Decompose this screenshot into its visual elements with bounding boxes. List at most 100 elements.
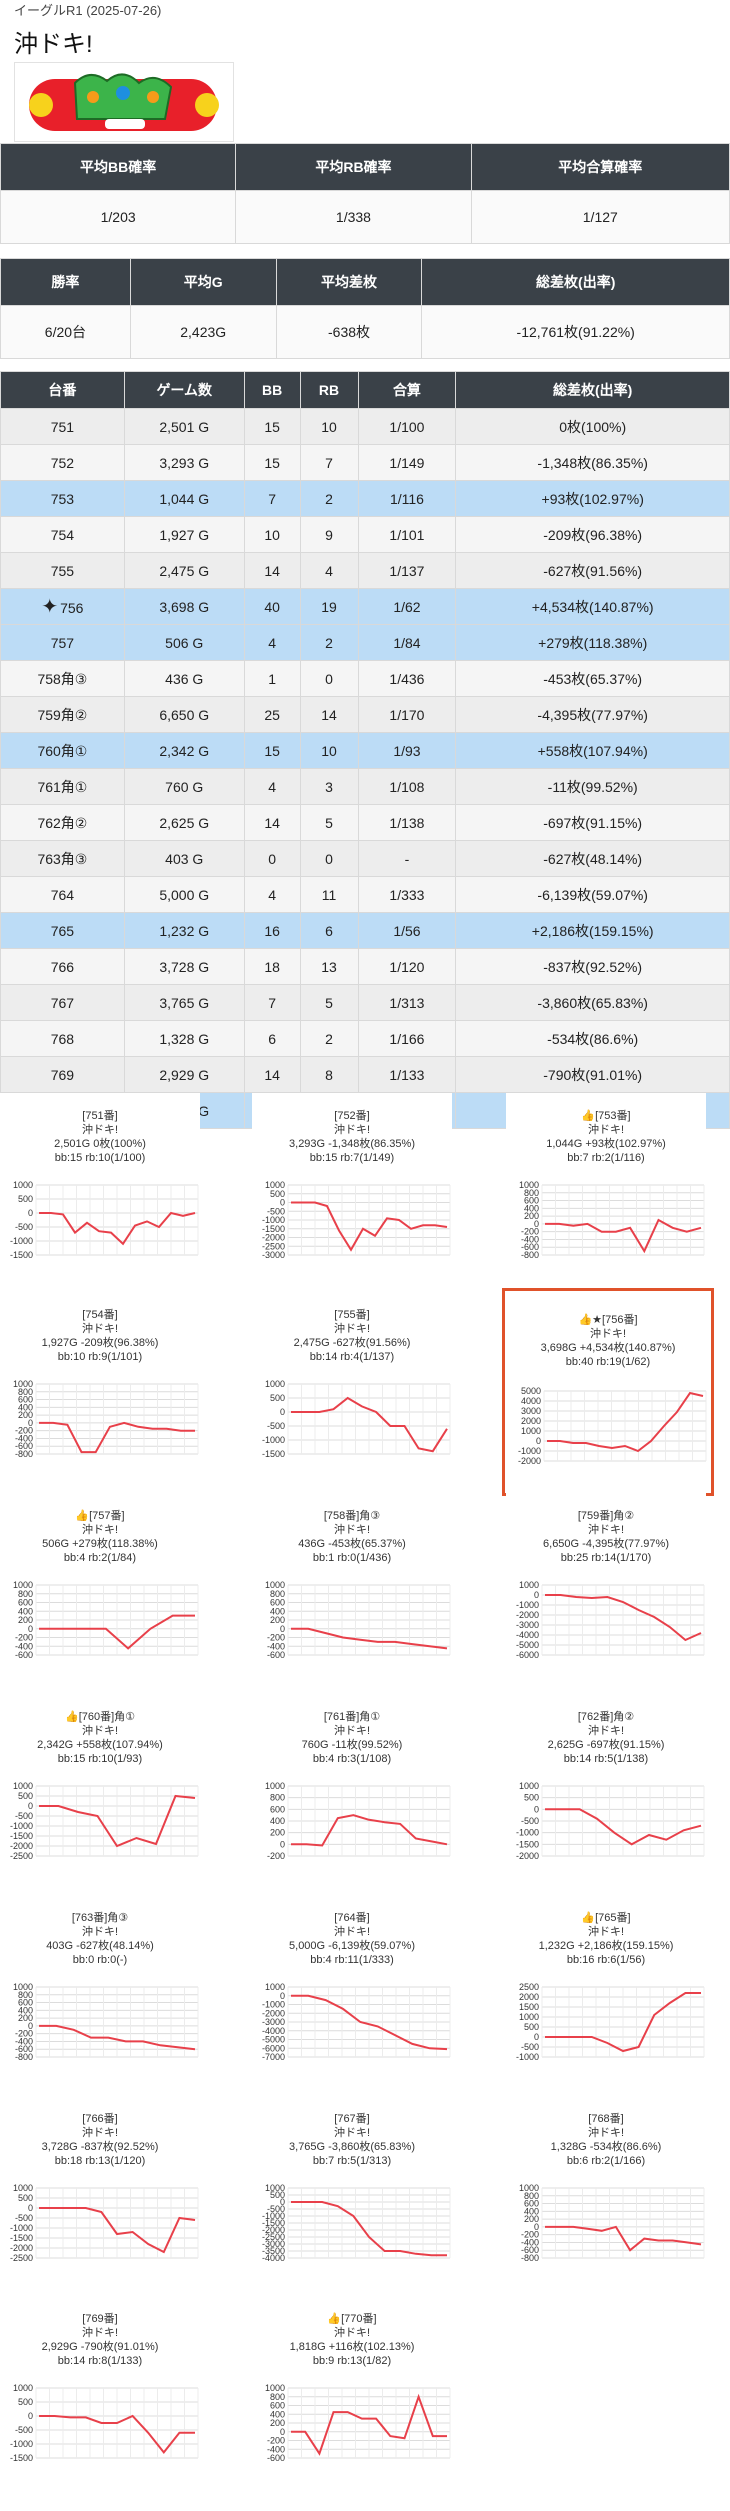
table-row[interactable]: 758角③ 436 G 1 0 1/436 -453枚(65.37%) [0, 660, 730, 697]
table-row[interactable]: 751 2,501 G 15 10 1/100 0枚(100%) [0, 408, 730, 445]
card-caption: [763番]角③ 沖ドキ! 403G -627枚(48.14%) bb:0 rb:0(… [0, 1911, 200, 1967]
table-row[interactable]: 755 2,475 G 14 4 1/137 -627枚(91.56%) [0, 552, 730, 589]
table-row[interactable]: 769 2,929 G 14 8 1/133 -790枚(91.01%) [0, 1056, 730, 1093]
total-diff: +2,186枚(159.15%) [455, 912, 730, 949]
machine-number[interactable]: 761角① [0, 768, 125, 805]
game-count: 1,232 G [123, 912, 245, 949]
table-row[interactable]: 752 3,293 G 15 7 1/149 -1,348枚(86.35%) [0, 444, 730, 481]
card-title-text: [755番] [334, 1309, 370, 1321]
table-row[interactable]: 764 5,000 G 4 11 1/333 -6,139枚(59.07%) [0, 876, 730, 913]
card-caption: 👍[757番] 沖ドキ! 506G +279枚(118.38%) bb:4 rb:2(… [0, 1509, 200, 1565]
machine-number[interactable]: 752 [0, 444, 125, 481]
avg-diff-value: -638枚 [275, 305, 423, 359]
machine-number[interactable]: 762角② [0, 804, 125, 841]
machine-card[interactable]: 👍[760番]角① 沖ドキ! 2,342G +558枚(107.94%) bb:15 … [0, 1694, 200, 1890]
card-title-text: [765番] [595, 1912, 631, 1924]
table-row[interactable]: 757 506 G 4 2 1/84 +279枚(118.38%) [0, 624, 730, 661]
table-row[interactable]: 753 1,044 G 7 2 1/116 +93枚(102.97%) [0, 480, 730, 517]
machine-card[interactable]: [758番]角③ 沖ドキ! 436G -453枚(65.37%) bb:1 rb:0(… [252, 1493, 452, 1689]
machine-card[interactable]: [752番] 沖ドキ! 3,293G -1,348枚(86.35%) bb:15 rb… [252, 1093, 452, 1289]
rb-count: 10 [299, 408, 359, 445]
y-tick-label: 0 [534, 1219, 539, 1229]
machine-number[interactable]: 765 [0, 912, 125, 949]
machine-card[interactable]: [762番]角② 沖ドキ! 2,625G -697枚(91.15%) bb:14 rb… [506, 1694, 706, 1890]
game-count: 1,044 G [123, 480, 245, 517]
y-tick-label: 0 [28, 1624, 33, 1634]
col-header: 総差枚(出率) [421, 258, 730, 306]
card-l2: bb:0 rb:0(-) [72, 1954, 128, 1966]
combined-rate: 1/84 [357, 624, 457, 661]
table-row[interactable]: ✦ 756 3,698 G 40 19 1/62 +4,534枚(140.87%) [0, 588, 730, 625]
card-l1: 403G -627枚(48.14%) [46, 1940, 154, 1952]
table-row[interactable]: 767 3,765 G 7 5 1/313 -3,860枚(65.83%) [0, 984, 730, 1021]
y-tick-label: 800 [524, 2191, 539, 2201]
machine-logo [14, 62, 234, 142]
avg-rb-value: 1/338 [235, 190, 472, 244]
series-line [39, 1614, 195, 1650]
series-line [39, 2024, 196, 2051]
y-tick-label: -6000 [516, 1650, 539, 1659]
bb-count: 14 [243, 1056, 301, 1093]
y-tick-label: 800 [18, 1589, 33, 1599]
card-l1: 2,501G 0枚(100%) [54, 1138, 146, 1150]
table-row[interactable]: 763角③ 403 G 0 0- -627枚(48.14%) [0, 840, 730, 877]
table-row[interactable]: 766 3,728 G 18 13 1/120 -837枚(92.52%) [0, 948, 730, 985]
machine-number[interactable]: 751 [0, 408, 125, 445]
machine-number[interactable]: 764 [0, 876, 125, 913]
machine-card[interactable]: [759番]角② 沖ドキ! 6,650G -4,395枚(77.97%) bb:25 … [506, 1493, 706, 1689]
machine-number[interactable]: 758角③ [0, 660, 125, 697]
card-title-text: [751番] [82, 1110, 118, 1122]
col-header-rb: RB [299, 371, 359, 409]
machine-card[interactable]: 👍[753番] 沖ドキ! 1,044G +93枚(102.97%) bb:7 rb:2… [506, 1093, 706, 1289]
y-tick-label: 1000 [519, 1782, 539, 1791]
table-row[interactable]: 754 1,927 G 10 9 1/101 -209枚(96.38%) [0, 516, 730, 553]
card-title: [755番] [252, 1308, 452, 1322]
machine-number[interactable]: 757 [0, 624, 125, 661]
machine-card[interactable]: [768番] 沖ドキ! 1,328G -534枚(86.6%) bb:6 rb:2(1… [506, 2096, 706, 2292]
machine-card[interactable]: [764番] 沖ドキ! 5,000G -6,139枚(59.07%) bb:4 rb:… [252, 1895, 452, 2091]
bb-count: 6 [243, 1020, 301, 1057]
machine-number[interactable]: 753 [0, 480, 125, 517]
machine-card[interactable]: [754番] 沖ドキ! 1,927G -209枚(96.38%) bb:10 rb:9… [0, 1292, 200, 1488]
machine-card[interactable]: 👍★[756番] 沖ドキ! 3,698G +4,534枚(140.87%) bb:40… [502, 1288, 714, 1496]
machine-number[interactable]: 766 [0, 948, 125, 985]
machine-card[interactable]: 👍[770番] 沖ドキ! 1,818G +116枚(102.13%) bb:9 rb:… [252, 2296, 452, 2492]
table-row[interactable]: 765 1,232 G 16 6 1/56 +2,186枚(159.15%) [0, 912, 730, 949]
table-row[interactable]: 760角① 2,342 G 15 10 1/93 +558枚(107.94%) [0, 732, 730, 769]
y-tick-label: -600 [521, 1242, 539, 1252]
table-row[interactable]: 761角① 760 G 4 3 1/108 -11枚(99.52%) [0, 768, 730, 805]
y-tick-label: 1000 [265, 2184, 285, 2193]
series-line [39, 1421, 195, 1454]
machine-card[interactable]: [751番] 沖ドキ! 2,501G 0枚(100%) bb:15 rb:10(1/1… [0, 1093, 200, 1289]
machine-card[interactable]: [761番]角① 沖ドキ! 760G -11枚(99.52%) bb:4 rb:3(1… [252, 1694, 452, 1890]
diff-chart: 1000 500 0 -500 -1000 -1500 [10, 2384, 199, 2462]
machine-card[interactable]: [755番] 沖ドキ! 2,475G -627枚(91.56%) bb:14 rb:4… [252, 1292, 452, 1488]
card-l1: 2,475G -627枚(91.56%) [293, 1337, 411, 1349]
machine-number[interactable]: 767 [0, 984, 125, 1021]
table-row[interactable]: 762角② 2,625 G 14 5 1/138 -697枚(91.15%) [0, 804, 730, 841]
machine-card[interactable]: 👍[765番] 沖ドキ! 1,232G +2,186枚(159.15%) bb:16 … [506, 1895, 706, 2091]
breadcrumb[interactable]: イーグルR1 (2025-07-26) [14, 3, 162, 18]
rb-count: 0 [299, 660, 359, 697]
y-tick-label: 1000 [265, 1181, 285, 1190]
machine-number[interactable]: 763角③ [0, 840, 125, 877]
card-title: [754番] [0, 1308, 200, 1322]
y-tick-label: 600 [524, 1196, 539, 1206]
machine-number[interactable]: ✦ 756 [0, 588, 125, 625]
machine-card[interactable]: [767番] 沖ドキ! 3,765G -3,860枚(65.83%) bb:7 rb:… [252, 2096, 452, 2292]
machine-card[interactable]: [766番] 沖ドキ! 3,728G -837枚(92.52%) bb:18 rb:1… [0, 2096, 200, 2292]
card-title: [752番] [252, 1109, 452, 1123]
machine-number[interactable]: 760角① [0, 732, 125, 769]
machine-number[interactable]: 755 [0, 552, 125, 589]
machine-number[interactable]: 754 [0, 516, 125, 553]
table-row[interactable]: 759角② 6,650 G 25 14 1/170 -4,395枚(77.97%) [0, 696, 730, 733]
machine-card[interactable]: 👍[757番] 沖ドキ! 506G +279枚(118.38%) bb:4 rb:2(… [0, 1493, 200, 1689]
machine-number[interactable]: 769 [0, 1056, 125, 1093]
machine-number[interactable]: 768 [0, 1020, 125, 1057]
combined-rate: 1/313 [357, 984, 457, 1021]
card-title: [769番] [0, 2312, 200, 2326]
machine-card[interactable]: [763番]角③ 沖ドキ! 403G -627枚(48.14%) bb:0 rb:0(… [0, 1895, 200, 2091]
machine-card[interactable]: [769番] 沖ドキ! 2,929G -790枚(91.01%) bb:14 rb:8… [0, 2296, 200, 2492]
table-row[interactable]: 768 1,328 G 6 2 1/166 -534枚(86.6%) [0, 1020, 730, 1057]
machine-number[interactable]: 759角② [0, 696, 125, 733]
